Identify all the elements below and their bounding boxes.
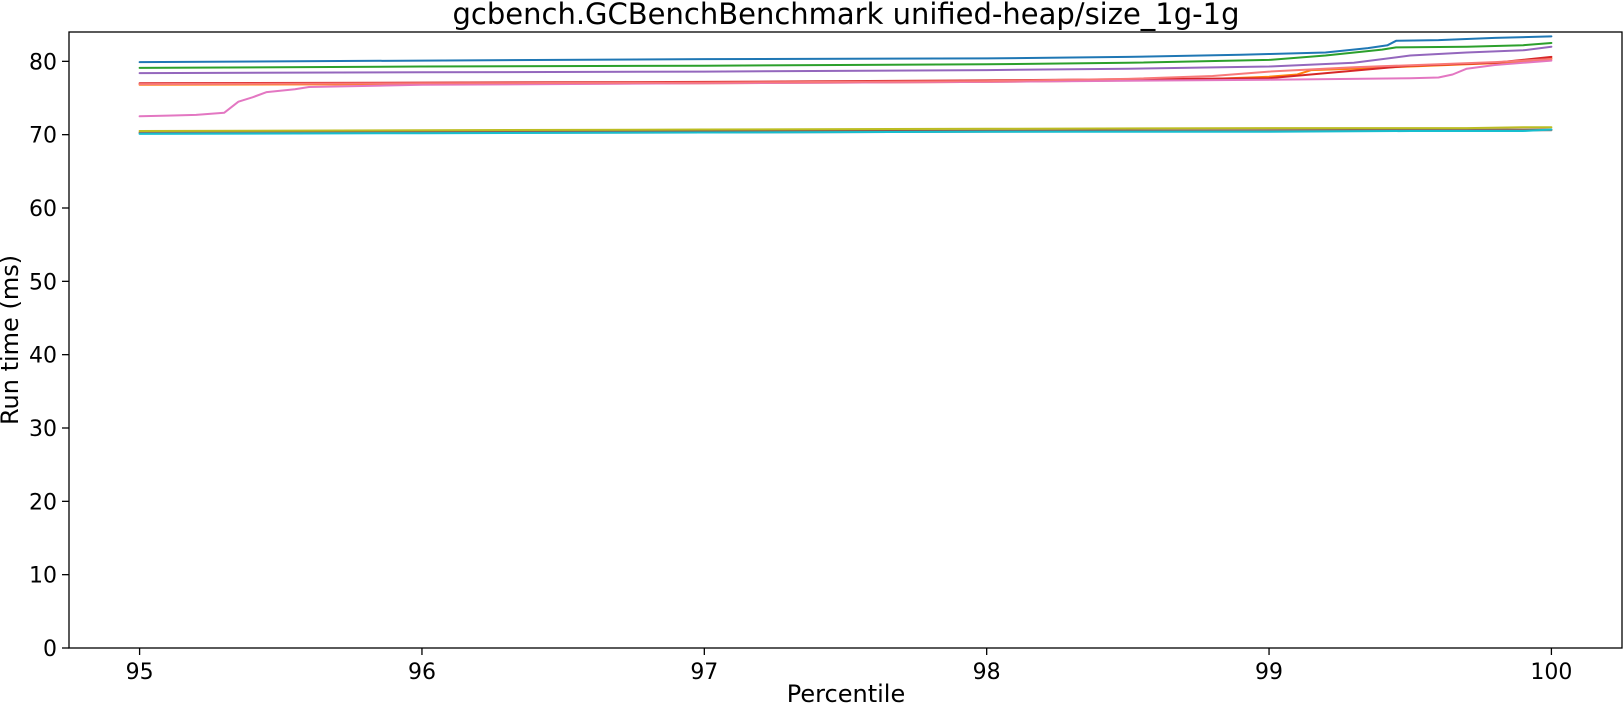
x-axis-label: Percentile <box>787 680 905 708</box>
x-tick-label: 97 <box>690 660 718 685</box>
y-tick-label: 30 <box>29 417 57 442</box>
y-tick-label: 10 <box>29 564 57 589</box>
series-line-9 <box>138 126 1553 132</box>
y-tick-label: 70 <box>29 124 57 149</box>
x-tick-label: 98 <box>973 660 1001 685</box>
chart-title: gcbench.GCBenchBenchmark unified-heap/si… <box>453 0 1240 31</box>
series-line-3 <box>138 42 1553 69</box>
plot-frame <box>68 31 1623 649</box>
y-tick-label: 0 <box>43 637 57 662</box>
x-axis: 95 96 97 98 99 100 <box>126 648 1572 685</box>
series-layer <box>138 35 1553 135</box>
series-line-11 <box>138 58 1553 86</box>
x-tick-label: 96 <box>408 660 436 685</box>
y-axis-label: Run time (ms) <box>0 255 24 425</box>
y-tick-label: 60 <box>29 197 57 222</box>
y-tick-label: 80 <box>29 50 57 75</box>
series-line-1 <box>138 35 1553 64</box>
series-line-10 <box>138 128 1553 135</box>
y-axis: 0 10 20 30 40 50 60 70 80 <box>29 50 69 662</box>
y-tick-label: 40 <box>29 344 57 369</box>
series-line-5 <box>138 45 1553 75</box>
y-tick-label: 50 <box>29 270 57 295</box>
y-tick-label: 20 <box>29 490 57 515</box>
x-tick-label: 99 <box>1255 660 1283 685</box>
x-tick-label: 95 <box>126 660 154 685</box>
series-line-7 <box>138 59 1553 118</box>
x-tick-label: 100 <box>1530 660 1572 685</box>
